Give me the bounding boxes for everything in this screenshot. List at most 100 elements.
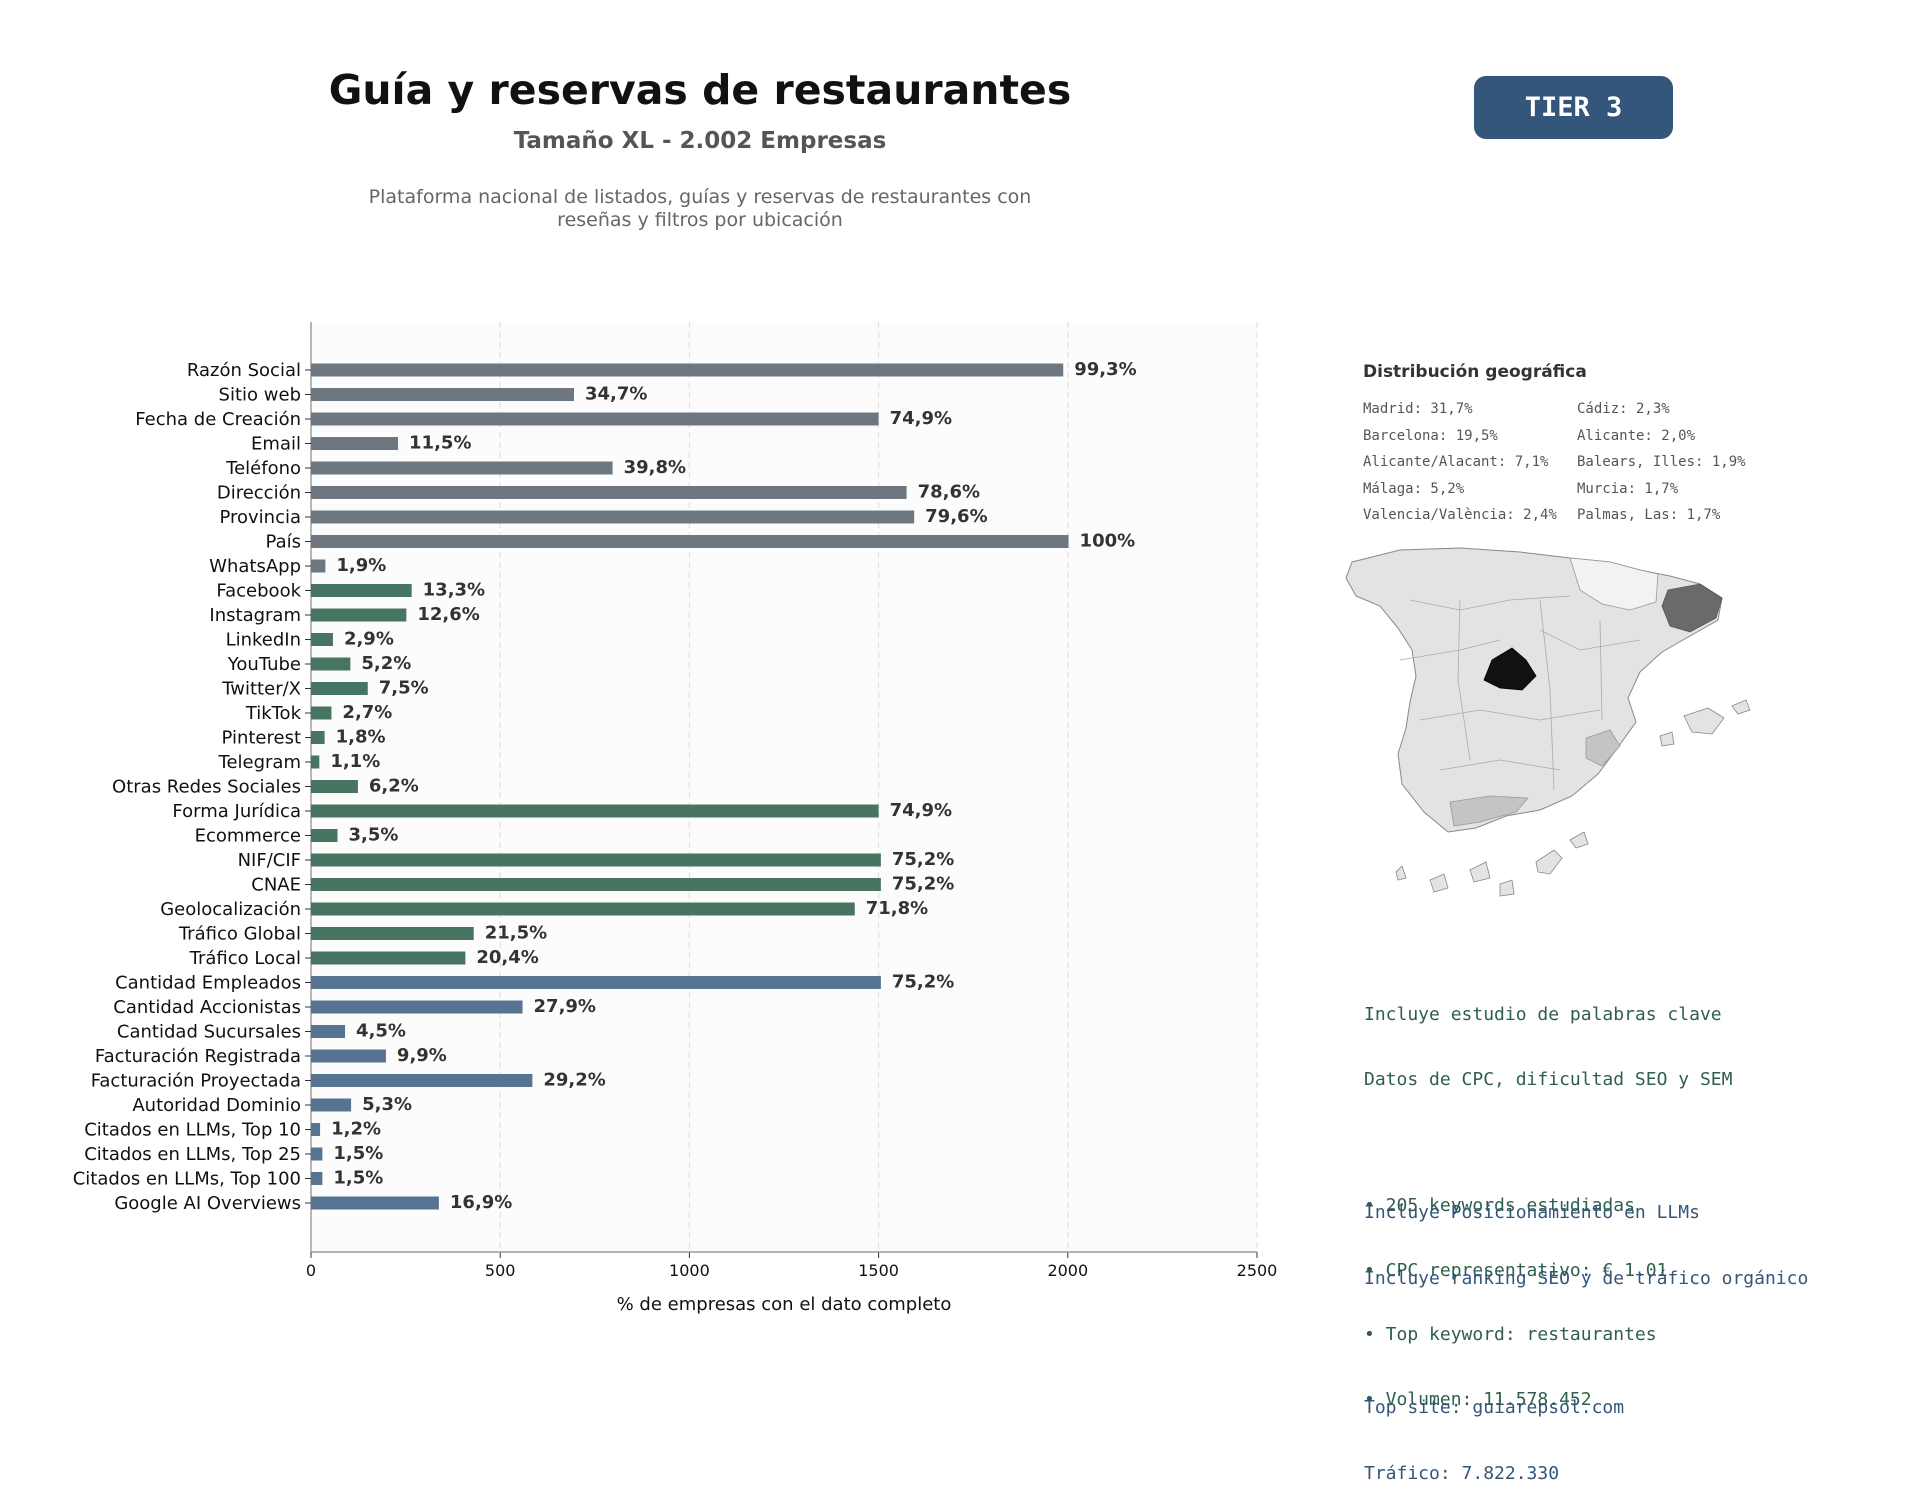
category-label: YouTube: [227, 654, 301, 675]
description-line: reseñas y filtros por ubicación: [557, 209, 843, 231]
data-label: 1,1%: [330, 751, 380, 772]
data-label: 78,6%: [918, 482, 980, 503]
bar: [311, 706, 332, 720]
seo-bullet: • Top keyword: restaurantes: [1364, 1324, 1657, 1345]
data-label: 12,6%: [417, 604, 479, 625]
bar: [311, 1147, 323, 1161]
category-label: Telegram: [218, 752, 301, 773]
seo-line: Incluye estudio de palabras clave: [1364, 1004, 1722, 1025]
llm-line: Incluye Posicionamiento en LLMs: [1364, 1202, 1700, 1223]
page-title: Guía y reservas de restaurantes: [328, 66, 1072, 114]
data-label: 100%: [1080, 531, 1136, 552]
category-label: Email: [251, 434, 301, 455]
x-tick-label: 1000: [669, 1261, 710, 1280]
data-label: 34,7%: [585, 384, 647, 405]
data-label: 7,5%: [379, 678, 429, 699]
geo-item: Murcia: 1,7%: [1577, 480, 1679, 497]
geo-item: Alicante: 2,0%: [1577, 427, 1696, 444]
bar: [311, 927, 474, 940]
category-label: TikTok: [245, 703, 302, 724]
category-label: Instagram: [209, 605, 301, 626]
data-label: 2,9%: [344, 629, 394, 650]
bar: [311, 1049, 386, 1063]
category-label: Forma Jurídica: [172, 801, 301, 822]
data-label: 13,3%: [423, 580, 485, 601]
bar: [311, 584, 412, 597]
category-label: Dirección: [217, 483, 301, 504]
map-region-canarias: [1395, 831, 1589, 897]
map-region-peninsula: [1345, 547, 1723, 833]
map-region-madrid: [1483, 647, 1537, 691]
data-label: 1,2%: [331, 1119, 381, 1140]
category-label: Ecommerce: [195, 826, 301, 847]
bar: [311, 804, 879, 818]
bar: [311, 412, 879, 426]
bar: [311, 437, 399, 450]
data-label: 16,9%: [450, 1192, 512, 1213]
category-label: Citados en LLMs, Top 25: [84, 1144, 301, 1165]
bar: [311, 1000, 523, 1014]
bar: [311, 755, 320, 769]
category-label: Geolocalización: [160, 899, 301, 920]
data-label: 1,5%: [333, 1168, 383, 1189]
category-label: Fecha de Creación: [135, 409, 301, 430]
bar: [311, 731, 325, 744]
data-label: 79,6%: [925, 506, 987, 527]
data-label: 9,9%: [397, 1045, 447, 1066]
data-label: 75,2%: [892, 874, 954, 895]
bar: [311, 878, 881, 891]
category-label: Teléfono: [225, 458, 301, 479]
data-label: 74,9%: [890, 408, 952, 429]
bar: [311, 1172, 323, 1185]
geo-distribution-list: Madrid: 31,7% Cádiz: 2,3% Barcelona: 19,…: [1363, 399, 1783, 532]
bar: [311, 829, 338, 842]
data-label: 6,2%: [369, 776, 419, 797]
bar: [311, 853, 881, 867]
category-label: Autoridad Dominio: [132, 1095, 301, 1116]
data-label: 2,7%: [342, 702, 392, 723]
bar: [311, 461, 613, 475]
seo-line: Datos de CPC, dificultad SEO y SEM: [1364, 1068, 1733, 1090]
x-tick-label: 2500: [1237, 1261, 1278, 1280]
spain-map: [1345, 547, 1751, 897]
bar: [311, 902, 855, 916]
bar: [311, 608, 407, 622]
data-label: 1,9%: [336, 555, 386, 576]
category-label: NIF/CIF: [238, 850, 301, 871]
geo-item: Balears, Illes: 1,9%: [1577, 454, 1746, 470]
bar: [311, 1074, 533, 1087]
map-province-borders: [1399, 595, 1641, 791]
data-label: 1,5%: [333, 1143, 383, 1164]
geo-item: Alicante/Alacant: 7,1%: [1363, 454, 1549, 470]
bar: [311, 1196, 439, 1210]
page-description: Plataforma nacional de listados, guías y…: [300, 186, 1100, 232]
bar: [311, 486, 907, 499]
bar: [311, 780, 358, 793]
category-label: Cantidad Accionistas: [113, 997, 301, 1018]
geo-item: Palmas, Las: 1,7%: [1577, 507, 1721, 523]
x-axis-label: % de empresas con el dato completo: [617, 1294, 952, 1315]
bar: [311, 976, 881, 989]
category-label: Citados en LLMs, Top 100: [73, 1169, 301, 1190]
category-label: Tráfico Local: [189, 948, 301, 969]
category-label: Facebook: [216, 581, 301, 602]
x-tick-label: 1500: [858, 1261, 899, 1280]
category-label: Citados en LLMs, Top 10: [84, 1120, 301, 1141]
data-label: 99,3%: [1074, 359, 1136, 380]
data-label: 5,2%: [361, 653, 411, 674]
x-tick-label: 500: [485, 1261, 516, 1280]
bar: [311, 510, 915, 524]
category-label: Cantidad Sucursales: [117, 1022, 301, 1043]
bar: [311, 951, 466, 965]
data-label: 5,3%: [362, 1094, 412, 1115]
tier-badge: TIER 3: [1474, 76, 1673, 139]
category-label: Tráfico Global: [178, 924, 301, 945]
data-label: 4,5%: [356, 1021, 406, 1042]
seo-bullet: • Volumen: 11.578.452: [1364, 1388, 1592, 1410]
data-label: 21,5%: [485, 923, 547, 944]
bar: [311, 1025, 346, 1038]
geo-item: Valencia/València: 2,4%: [1363, 507, 1557, 523]
seo-info: Incluye estudio de palabras clave Datos …: [1364, 961, 1732, 1432]
bar: [311, 363, 1064, 377]
geo-item: Barcelona: 19,5%: [1363, 427, 1498, 444]
